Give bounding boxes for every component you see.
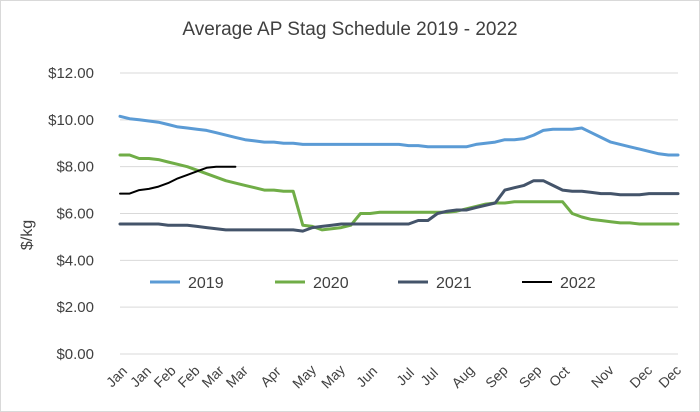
x-tick-label: Sep (516, 362, 545, 391)
x-tick-label: Jan (103, 363, 130, 390)
y-tick-label: $0.00 (56, 346, 94, 363)
y-tick-label: $12.00 (48, 65, 94, 82)
y-tick-label: $4.00 (56, 252, 94, 269)
x-tick-label: May (289, 361, 319, 391)
x-tick-label: Dec (655, 362, 684, 391)
x-tick-label: Jul (393, 364, 417, 388)
y-axis-label: $/kg (19, 220, 36, 250)
x-tick-label: Feb (150, 362, 179, 391)
x-tick-label: Oct (546, 363, 573, 390)
y-tick-label: $8.00 (56, 159, 94, 176)
series-line-2022 (119, 165, 237, 195)
y-tick-label: $6.00 (56, 206, 94, 223)
series-line-2020 (118, 153, 680, 232)
series-line-2019 (118, 114, 680, 157)
x-tick-label: Apr (257, 363, 284, 390)
legend-label-2019: 2019 (188, 275, 224, 292)
x-tick-label: Dec (626, 362, 655, 391)
x-tick-label: Jun (353, 363, 380, 390)
series-line-2021 (118, 179, 680, 233)
x-tick-label: Feb (174, 362, 203, 391)
legend-label-2021: 2021 (436, 275, 472, 292)
x-tick-label: Mar (198, 362, 227, 391)
y-tick-label: $10.00 (48, 112, 94, 129)
series-layer (118, 114, 680, 233)
x-tick-label: Jan (127, 363, 154, 390)
legend-label-2022: 2022 (560, 275, 596, 292)
x-tick-label: Sep (482, 362, 511, 391)
chart-title: Average AP Stag Schedule 2019 - 2022 (182, 19, 517, 40)
legend-label-2020: 2020 (313, 275, 349, 292)
y-tick-label: $2.00 (56, 299, 94, 316)
x-tick-label: May (318, 361, 348, 391)
x-tick-label: Aug (448, 362, 477, 391)
x-tick-label: Jul (417, 364, 441, 388)
y-tick-layer: $0.00 $2.00 $4.00 $6.00 $8.00 $10.00 $12.00 (48, 65, 94, 363)
x-tick-label: Nov (588, 362, 617, 391)
legend: 2019 2020 2021 2022 (150, 275, 596, 292)
x-tick-label: Mar (223, 362, 252, 391)
